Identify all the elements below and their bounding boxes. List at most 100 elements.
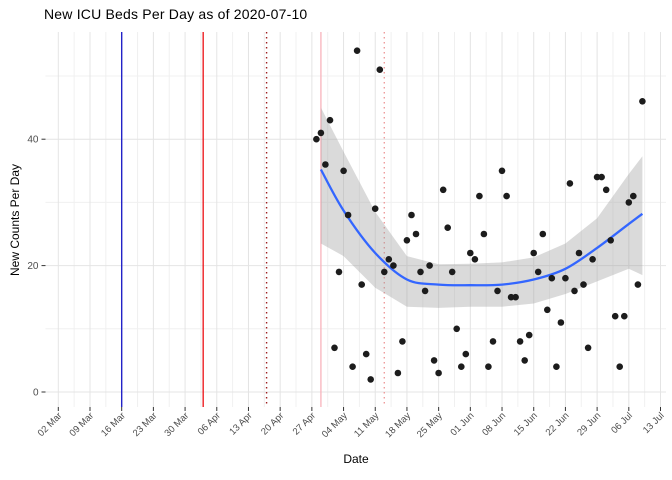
data-point: [412, 230, 420, 238]
data-point: [371, 205, 379, 212]
x-tick-label: 06 Jul: [609, 410, 635, 436]
data-point: [480, 230, 488, 238]
data-point: [376, 66, 384, 73]
grid-minor: [45, 32, 666, 407]
data-point: [598, 173, 605, 181]
data-point: [607, 237, 614, 244]
data-point: [403, 237, 411, 244]
x-tick-label: 11 May: [352, 410, 381, 439]
data-point: [426, 262, 433, 269]
data-point: [331, 344, 338, 352]
data-point: [544, 306, 551, 314]
data-point: [335, 268, 343, 276]
y-axis-title: New Counts Per Day: [8, 163, 22, 277]
x-tick-labels: 02 Mar 09 Mar 16 Mar 23 Mar 30 Mar 06 Apr 13 A…: [36, 410, 667, 440]
data-point: [521, 357, 528, 364]
data-point: [566, 180, 574, 187]
data-point: [516, 338, 524, 345]
x-axis-title: Date: [343, 452, 369, 466]
data-point: [353, 47, 361, 54]
x-tick-label: 18 May: [383, 410, 413, 440]
data-point: [634, 281, 642, 288]
data-point: [575, 249, 583, 257]
data-point: [421, 287, 429, 295]
x-tick-label: 04 May: [320, 410, 350, 440]
scatter-points: [313, 47, 646, 383]
data-point: [467, 249, 474, 257]
x-tick-label: 15 Jun: [512, 410, 540, 438]
data-point: [430, 357, 438, 364]
x-tick-label: 22 Jun: [544, 410, 572, 438]
confidence-band: [320, 107, 643, 308]
data-point: [534, 268, 542, 276]
data-point: [548, 274, 556, 282]
data-point: [367, 376, 375, 383]
data-point: [340, 167, 347, 175]
data-point: [326, 116, 334, 124]
data-point: [439, 186, 447, 194]
data-point: [611, 312, 619, 320]
data-point: [417, 268, 424, 276]
data-point: [394, 369, 402, 377]
x-tick-label: 16 Mar: [99, 410, 128, 439]
data-point: [602, 186, 610, 194]
y-tick-label: 20: [27, 261, 39, 272]
x-tick-label: 01 Jun: [449, 410, 477, 438]
data-point: [408, 211, 415, 219]
x-tick-label: 09 Mar: [67, 410, 96, 439]
data-point: [485, 363, 492, 371]
data-point: [322, 161, 329, 168]
x-tick-label: 29 Jun: [575, 410, 603, 438]
data-point: [435, 369, 442, 377]
data-point: [562, 274, 569, 282]
axis-ticks: [41, 138, 661, 411]
data-point: [313, 135, 320, 143]
data-point: [381, 268, 388, 276]
data-point: [344, 211, 352, 219]
data-point: [476, 192, 483, 200]
x-tick-label: 13 Apr: [227, 410, 254, 437]
x-tick-label: 08 Jun: [480, 410, 508, 438]
data-point: [448, 268, 456, 276]
x-tick-label: 25 May: [415, 410, 445, 440]
data-point: [349, 363, 356, 371]
data-point: [589, 255, 596, 263]
x-tick-label: 30 Mar: [163, 410, 192, 439]
data-point: [358, 281, 366, 288]
data-point: [503, 192, 510, 200]
data-point: [525, 331, 533, 339]
data-point: [399, 338, 406, 345]
data-point: [580, 281, 587, 288]
data-point: [462, 350, 470, 358]
data-point: [530, 249, 537, 257]
y-tick-label: 0: [33, 388, 39, 399]
x-tick-label: 06 Apr: [196, 410, 223, 437]
data-point: [458, 363, 465, 371]
data-point: [489, 338, 497, 345]
data-point: [625, 199, 633, 206]
x-tick-label: 13 Jul: [641, 410, 667, 436]
x-tick-label: 20 Apr: [259, 410, 286, 437]
data-point: [616, 363, 623, 371]
chart-title: New ICU Beds Per Day as of 2020-07-10: [44, 6, 308, 22]
data-point: [639, 98, 646, 105]
data-point: [453, 325, 461, 333]
reference-lines: [120, 32, 386, 407]
data-point: [317, 129, 325, 137]
data-point: [557, 319, 565, 326]
smooth-layer: [320, 107, 643, 308]
data-point: [471, 255, 479, 263]
data-point: [584, 344, 592, 352]
data-point: [390, 262, 397, 269]
loess-smooth: [319, 168, 644, 287]
data-point: [385, 255, 393, 263]
data-point: [539, 230, 547, 238]
data-point: [621, 312, 628, 320]
data-point: [512, 293, 519, 301]
data-point: [630, 192, 637, 200]
x-tick-label: 23 Mar: [131, 410, 160, 439]
data-point: [362, 350, 370, 358]
data-point: [553, 363, 560, 371]
